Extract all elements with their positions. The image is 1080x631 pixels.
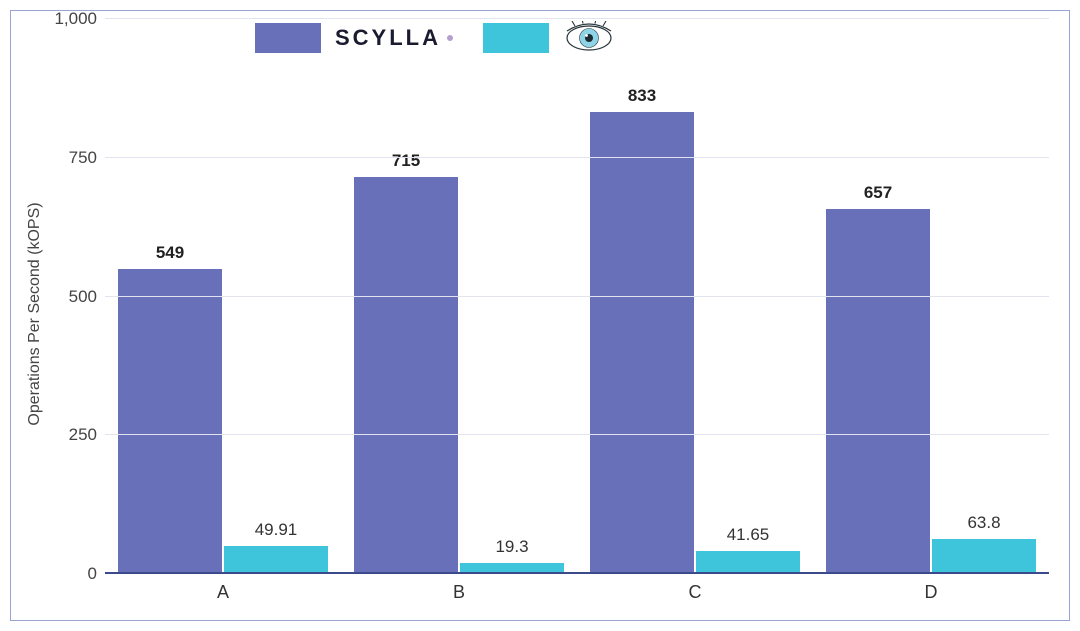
plot-area: SCYLLA: [105, 19, 1049, 574]
bar-value-label: 549: [156, 243, 184, 263]
chart-frame: Operations Per Second (kOPS) 0 250 500 750 1…: [10, 10, 1070, 621]
y-axis-label-region: Operations Per Second (kOPS): [21, 19, 51, 608]
x-tick: A: [105, 574, 341, 608]
category-group: 65763.8: [813, 19, 1049, 574]
bars-layer: 54949.9171519.383341.6565763.8: [105, 19, 1049, 574]
category-group: 715 19.3: [341, 19, 577, 574]
x-tick: D: [813, 574, 1049, 608]
y-tick: 500: [69, 287, 97, 307]
scylla-logo-text: SCYLLA: [335, 25, 441, 51]
y-axis-label: Operations Per Second (kOPS): [26, 202, 44, 425]
y-tick: 0: [88, 564, 97, 584]
legend-swatch-scylla: [255, 23, 321, 53]
bar-scylla: 833: [590, 112, 694, 574]
gridline: [105, 296, 1049, 297]
y-tick: 750: [69, 148, 97, 168]
y-tick: 250: [69, 425, 97, 445]
bar-value-label: 41.65: [727, 525, 770, 545]
bar-value-label: 657: [864, 183, 892, 203]
legend-item-scylla: SCYLLA: [255, 23, 453, 53]
chart-inner: Operations Per Second (kOPS) 0 250 500 750 1…: [21, 19, 1049, 608]
y-tick: 1,000: [54, 9, 97, 29]
bar-cassandra: 49.91: [224, 546, 328, 574]
scylla-logo-dot: [447, 35, 453, 41]
bar-value-label: 715: [392, 151, 420, 171]
y-axis-ticks: 02505007501,000: [51, 19, 105, 608]
bar-cassandra: 63.8: [932, 539, 1036, 574]
bar-cassandra: 41.65: [696, 551, 800, 574]
scylla-logo: SCYLLA: [335, 25, 453, 51]
legend-swatch-cassandra: [483, 23, 549, 53]
cassandra-eye-icon: [563, 21, 615, 55]
category-group: 83341.65: [577, 19, 813, 574]
bar-scylla: 549: [118, 269, 222, 574]
legend: SCYLLA: [255, 21, 615, 55]
x-tick: C: [577, 574, 813, 608]
bar-value-label: 63.8: [967, 513, 1000, 533]
gridline: [105, 18, 1049, 19]
bar-value-label: 833: [628, 86, 656, 106]
x-axis: ABCD: [105, 574, 1049, 608]
x-tick: B: [341, 574, 577, 608]
bar-scylla: 657: [826, 209, 930, 574]
bar-value-label: 49.91: [255, 520, 298, 540]
category-group: 54949.91: [105, 19, 341, 574]
gridline: [105, 434, 1049, 435]
bar-scylla: 715: [354, 177, 458, 574]
gridline: [105, 157, 1049, 158]
bar-value-label: 19.3: [495, 537, 528, 557]
gridline: [105, 572, 1049, 574]
legend-item-cassandra: [483, 21, 615, 55]
plot-column: SCYLLA: [105, 19, 1049, 608]
